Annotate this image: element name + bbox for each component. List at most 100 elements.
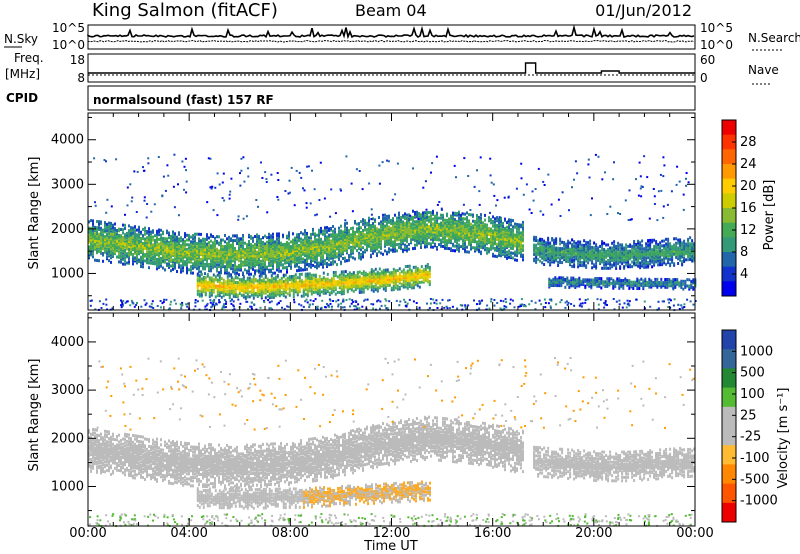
nsky-tick-top: 10^5 bbox=[52, 21, 85, 35]
power-colorbar-swatch bbox=[722, 120, 736, 136]
power-ylabel: Slant Range [km] bbox=[27, 157, 42, 270]
velocity-colorbar-tick: -25 bbox=[740, 430, 761, 445]
velocity-colorbar-swatch bbox=[722, 368, 736, 389]
power-colorbar-tick: 8 bbox=[740, 245, 748, 260]
power-colorbar: 28 24 20 16 12 8 4 bbox=[721, 119, 757, 297]
velocity-colorbar-tick: 100 bbox=[740, 387, 765, 402]
nsearch-trace bbox=[87, 39, 695, 43]
freq-unit: [MHz] bbox=[5, 67, 40, 81]
velocity-ytick-label: 3000 bbox=[51, 383, 84, 398]
nsky-tick-bottom: 10^0 bbox=[52, 38, 85, 52]
nsearch-tick-top: 10^5 bbox=[700, 21, 733, 35]
power-colorbar-swatch bbox=[722, 222, 736, 238]
velocity-colorbar-tick: 500 bbox=[740, 366, 765, 381]
power-colorbar-tick: 20 bbox=[740, 179, 757, 194]
freq-traces bbox=[88, 62, 695, 76]
nsky-traces bbox=[87, 24, 695, 43]
velocity-scatter-noise bbox=[88, 357, 695, 527]
power-band-1 bbox=[533, 235, 696, 270]
power-colorbar-swatch bbox=[722, 237, 736, 253]
velocity-ytick-label: 1000 bbox=[51, 479, 84, 494]
time-axis: 00:00 04:00 08:00 12:00 16:00 20:00 00:00 bbox=[69, 526, 713, 541]
velocity-heatmap-data bbox=[88, 357, 696, 527]
velocity-axes: 1000 2000 3000 4000 bbox=[51, 313, 696, 526]
power-colorbar-swatch bbox=[722, 178, 736, 194]
power-ytick-label: 3000 bbox=[51, 177, 84, 192]
velocity-band-3 bbox=[303, 480, 431, 509]
nsky-trace bbox=[87, 24, 695, 40]
velocity-colorbar-swatch bbox=[722, 502, 736, 523]
velocity-colorbar: 1000 500 100 25 -25 -100 -500 -1000 bbox=[721, 329, 778, 523]
velocity-colorbar-swatch bbox=[722, 349, 736, 369]
date-title: 01/Jun/2012 bbox=[595, 1, 692, 20]
velocity-colorbar-tick: 25 bbox=[740, 408, 757, 423]
velocity-colorbar-swatch bbox=[722, 387, 736, 408]
power-ytick-label: 2000 bbox=[51, 222, 84, 237]
power-colorbar-swatch bbox=[722, 134, 736, 150]
time-tick-label: 04:00 bbox=[170, 526, 207, 541]
velocity-ylabel: Slant Range [km] bbox=[27, 359, 42, 472]
velocity-colorbar-swatch bbox=[722, 483, 736, 504]
power-band-3 bbox=[548, 276, 697, 291]
beam-title: Beam 04 bbox=[355, 1, 427, 20]
velocity-colorbar-swatch bbox=[722, 330, 736, 350]
freq-label: Freq. bbox=[14, 51, 44, 65]
nsky-label: N.Sky bbox=[4, 32, 38, 46]
time-tick-label: 08:00 bbox=[272, 526, 309, 541]
velocity-colorbar-swatch bbox=[722, 426, 736, 446]
velocity-colorbar-swatch bbox=[722, 406, 736, 427]
time-tick-label: 00:00 bbox=[69, 526, 106, 541]
nave-label: Nave bbox=[748, 63, 779, 77]
velocity-band-1 bbox=[533, 445, 696, 483]
power-colorbar-tick: 12 bbox=[740, 223, 757, 238]
freq-trace bbox=[88, 62, 695, 74]
velocity-colorbar-swatch bbox=[722, 445, 736, 465]
power-ytick-label: 1000 bbox=[51, 266, 84, 281]
nsearch-label: N.Search bbox=[748, 31, 800, 45]
freq-tick-bottom: 8 bbox=[77, 71, 85, 85]
time-tick-label: 16:00 bbox=[474, 526, 511, 541]
velocity-colorbar-tick: -100 bbox=[740, 451, 770, 466]
velocity-ytick-label: 4000 bbox=[51, 335, 84, 350]
cpid-label: CPID bbox=[6, 91, 38, 105]
time-axis-label: Time UT bbox=[363, 539, 417, 554]
power-colorbar-label: Power [dB] bbox=[762, 180, 777, 251]
velocity-band-0 bbox=[88, 415, 524, 490]
power-axes: 1000 2000 3000 4000 bbox=[51, 113, 696, 310]
power-colorbar-tick: 28 bbox=[740, 135, 757, 150]
cpid-strip-frame bbox=[87, 85, 696, 111]
velocity-colorbar-tick: -500 bbox=[740, 472, 770, 487]
velocity-band-2 bbox=[196, 487, 305, 510]
velocity-colorbar-tick: 1000 bbox=[740, 344, 773, 359]
nave-tick-top: 60 bbox=[700, 53, 715, 67]
nsearch-tick-bottom: 10^0 bbox=[700, 38, 733, 52]
power-colorbar-swatch bbox=[722, 193, 736, 209]
power-band-0 bbox=[88, 209, 524, 277]
power-colorbar-tick: 24 bbox=[740, 157, 757, 172]
time-tick-label: 00:00 bbox=[676, 526, 713, 541]
power-colorbar-swatch bbox=[722, 208, 736, 224]
time-tick-label: 20:00 bbox=[575, 526, 612, 541]
power-colorbar-swatch bbox=[722, 149, 736, 165]
nave-tick-bottom: 0 bbox=[700, 71, 708, 85]
station-title: King Salmon (fitACF) bbox=[92, 0, 278, 21]
freq-tick-top: 18 bbox=[70, 53, 85, 67]
power-scatter-noise bbox=[89, 153, 697, 312]
power-heatmap-data bbox=[88, 153, 697, 312]
velocity-colorbar-swatch bbox=[722, 464, 736, 485]
velocity-ytick-label: 2000 bbox=[51, 431, 84, 446]
power-colorbar-swatch bbox=[722, 164, 736, 180]
velocity-colorbar-label: Velocity [m s⁻¹] bbox=[776, 388, 791, 489]
power-colorbar-swatch bbox=[722, 266, 736, 282]
power-colorbar-swatch bbox=[722, 281, 736, 297]
power-colorbar-tick: 4 bbox=[740, 267, 748, 282]
cpid-text: normalsound (fast) 157 RF bbox=[93, 93, 274, 107]
nsky-strip-frame bbox=[87, 24, 696, 50]
power-band-2 bbox=[196, 263, 431, 300]
power-colorbar-swatch bbox=[722, 252, 736, 268]
power-ytick-label: 4000 bbox=[51, 133, 84, 148]
freq-strip-frame bbox=[87, 53, 696, 83]
time-tick-label: 12:00 bbox=[373, 526, 410, 541]
velocity-colorbar-tick: -1000 bbox=[740, 494, 778, 509]
